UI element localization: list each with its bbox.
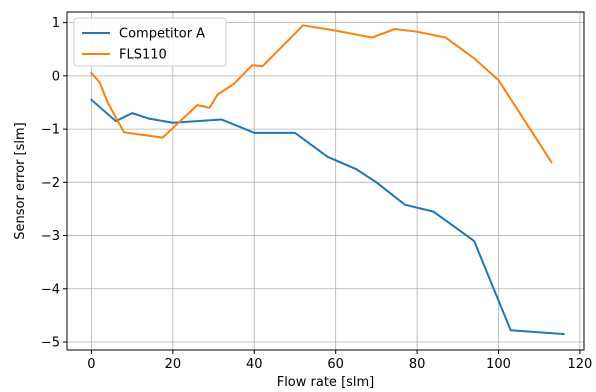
x-axis-ticks: 0 20 40 60 80 100 120: [87, 350, 592, 372]
x-tick-label: 0: [87, 357, 95, 372]
y-tick-label: −3: [41, 229, 60, 244]
grid: [67, 12, 584, 350]
x-tick-label: 80: [409, 357, 426, 372]
y-axis-title: Sensor error [slm]: [13, 122, 28, 240]
series-line-competitor-a: [90, 98, 565, 336]
series-lines: [90, 24, 565, 336]
y-tick-label: −1: [41, 123, 60, 138]
y-tick-label: −2: [41, 176, 60, 191]
x-axis-title: Flow rate [slm]: [277, 375, 375, 390]
legend: Competitor A FLS110: [73, 17, 227, 67]
y-tick-label: −4: [41, 282, 60, 297]
legend-label-competitor-a: Competitor A: [119, 27, 205, 42]
legend-label-fls110: FLS110: [119, 48, 167, 63]
x-tick-label: 60: [327, 357, 344, 372]
legend-box: [73, 17, 227, 67]
y-tick-label: 1: [52, 16, 60, 31]
x-tick-label: 120: [568, 357, 593, 372]
y-tick-label: −5: [41, 336, 60, 351]
series-line-fls110: [90, 24, 553, 164]
y-tick-label: 0: [52, 69, 60, 84]
plot-area-frame: [66, 11, 585, 351]
y-axis-ticks: 1 0 −1 −2 −3 −4 −5: [41, 16, 67, 351]
x-tick-label: 100: [486, 357, 511, 372]
x-tick-label: 20: [165, 357, 182, 372]
x-tick-label: 40: [246, 357, 263, 372]
